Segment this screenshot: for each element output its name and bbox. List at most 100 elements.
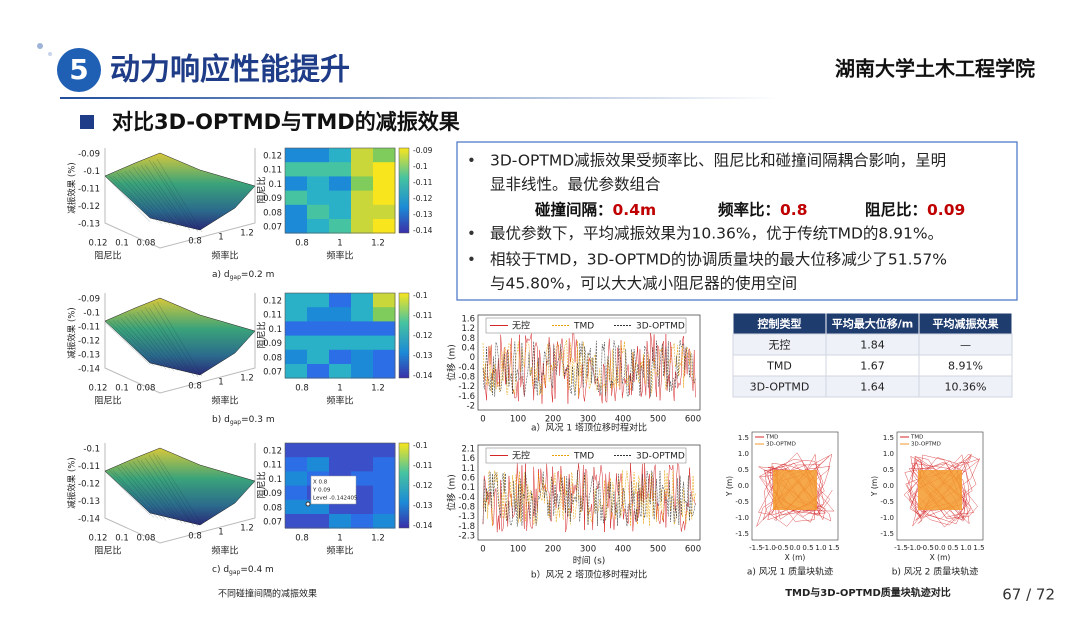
x-tick: 0.0 [934, 544, 945, 552]
z-tick: -0.1 [83, 445, 100, 455]
axis-frame [104, 148, 256, 249]
heat-cell [285, 307, 308, 322]
bullet-dot: • [467, 152, 476, 170]
z-tick: -0.11 [78, 185, 100, 195]
colorbar-tick: -0.12 [413, 194, 433, 203]
z-tick: -0.1 [83, 309, 100, 319]
y-tick: 2.1 [461, 445, 475, 455]
heat-cell [373, 485, 396, 501]
x-tick: -1.0 [762, 544, 776, 552]
heat-y-tick: 0.07 [263, 518, 282, 528]
heat-cell [285, 514, 308, 529]
y-tick: -2 [467, 402, 475, 412]
heat-cell [351, 364, 374, 379]
heat-cell [329, 204, 352, 220]
colorbar [398, 147, 410, 234]
heat-cell [307, 162, 330, 177]
decor-dot [37, 43, 43, 49]
y-tick: -0.5 [735, 498, 749, 506]
table-header: 平均最大位移/m [832, 317, 913, 331]
table-cell-text: 1.64 [860, 381, 885, 394]
x-axis-label: X (m) [785, 553, 806, 562]
legend-label: 无控 [512, 320, 530, 332]
heat-cell [351, 514, 374, 529]
param-label: 阻尼比： [865, 201, 927, 219]
heat-y-tick: 0.09 [263, 489, 282, 499]
mesh-line [140, 460, 187, 525]
heat-y-tick: 0.12 [263, 447, 282, 457]
logo: 湖南大学土木工程学院 [835, 57, 1035, 81]
heat-cell [329, 307, 352, 322]
x-tick: 0.12 [89, 239, 108, 249]
table-cell-text: TMD [766, 360, 792, 373]
heat-cell [307, 457, 330, 472]
heat-y-tick: 0.1 [268, 475, 282, 485]
heat-cell [373, 162, 396, 177]
y-axis-label: 位移 (m) [446, 344, 458, 381]
mesh-line [136, 311, 183, 372]
mesh-line [108, 175, 155, 220]
mesh-line [120, 465, 167, 521]
legend-label: 无控 [512, 450, 530, 462]
heat-x-label: 频率比 [326, 250, 353, 262]
z-tick: -0.12 [78, 480, 100, 490]
y-tick: 1.6 [461, 454, 475, 464]
param-value: 0.09 [927, 201, 965, 219]
colorbar-tick: -0.1 [413, 441, 428, 450]
heat-cell [351, 176, 374, 191]
subtitle-marker [80, 115, 94, 129]
y-tick: 0.5 [738, 466, 749, 474]
heat-y-tick: 0.09 [263, 339, 282, 349]
heat-cell [285, 219, 308, 234]
x-tick: 100 [510, 415, 526, 425]
x-tick: 600 [685, 545, 701, 555]
heat-cell [351, 148, 374, 163]
x-tick: 0.12 [89, 534, 108, 544]
caption-value: =0.4 m [240, 565, 273, 575]
x-tick: 200 [545, 545, 561, 555]
y-tick: -1.0 [880, 514, 894, 522]
heat-x-label: 频率比 [326, 395, 353, 407]
x-tick: 1.5 [973, 544, 984, 552]
heat-frame [284, 147, 396, 234]
y-tick: -1.8 [458, 522, 475, 532]
heat-cell [307, 321, 330, 336]
section-badge [57, 48, 101, 92]
caption: b) 风况 2 质量块轨迹 [892, 566, 979, 578]
caption-value: =0.3 m [241, 415, 274, 425]
heat-y-tick: 0.12 [263, 152, 282, 162]
header-rule [60, 97, 780, 99]
colorbar-tick: -0.12 [413, 481, 433, 490]
heat-cell [307, 293, 330, 308]
x-tick: 0.5 [802, 544, 813, 552]
heat-cell [329, 162, 352, 177]
caption-text: b) d [212, 415, 230, 425]
heat-cell [329, 349, 352, 365]
y-tick: -1.5 [735, 530, 749, 538]
y-tick: 0.8 [188, 237, 202, 247]
heat-x-tick: 1 [337, 534, 342, 544]
z-tick: -0.14 [78, 515, 100, 525]
mesh-line [104, 322, 151, 365]
heat-cell [307, 204, 330, 220]
param: 碰撞间隔：0.4m [535, 200, 656, 219]
x-tick: 0.5 [947, 544, 958, 552]
mesh-line [156, 158, 203, 233]
colorbar [398, 292, 410, 379]
y-tick: 0.8 [188, 382, 202, 392]
colorbar-tick: -0.1 [413, 162, 428, 171]
param-label: 频率比： [718, 200, 780, 219]
mesh-line [144, 307, 191, 374]
heat-y-tick: 0.08 [263, 208, 282, 218]
caption-sub: gap [230, 419, 241, 426]
heat-cell [285, 176, 308, 191]
caption: a) 风况 1 质量块轨迹 [747, 566, 833, 578]
heat-cell [329, 293, 352, 308]
mesh-line [132, 166, 179, 228]
heat-cell [373, 204, 396, 220]
heat-y-label: 阻尼比 [256, 176, 268, 203]
mesh-line [116, 466, 163, 520]
y-tick: 1.2 [240, 229, 254, 239]
